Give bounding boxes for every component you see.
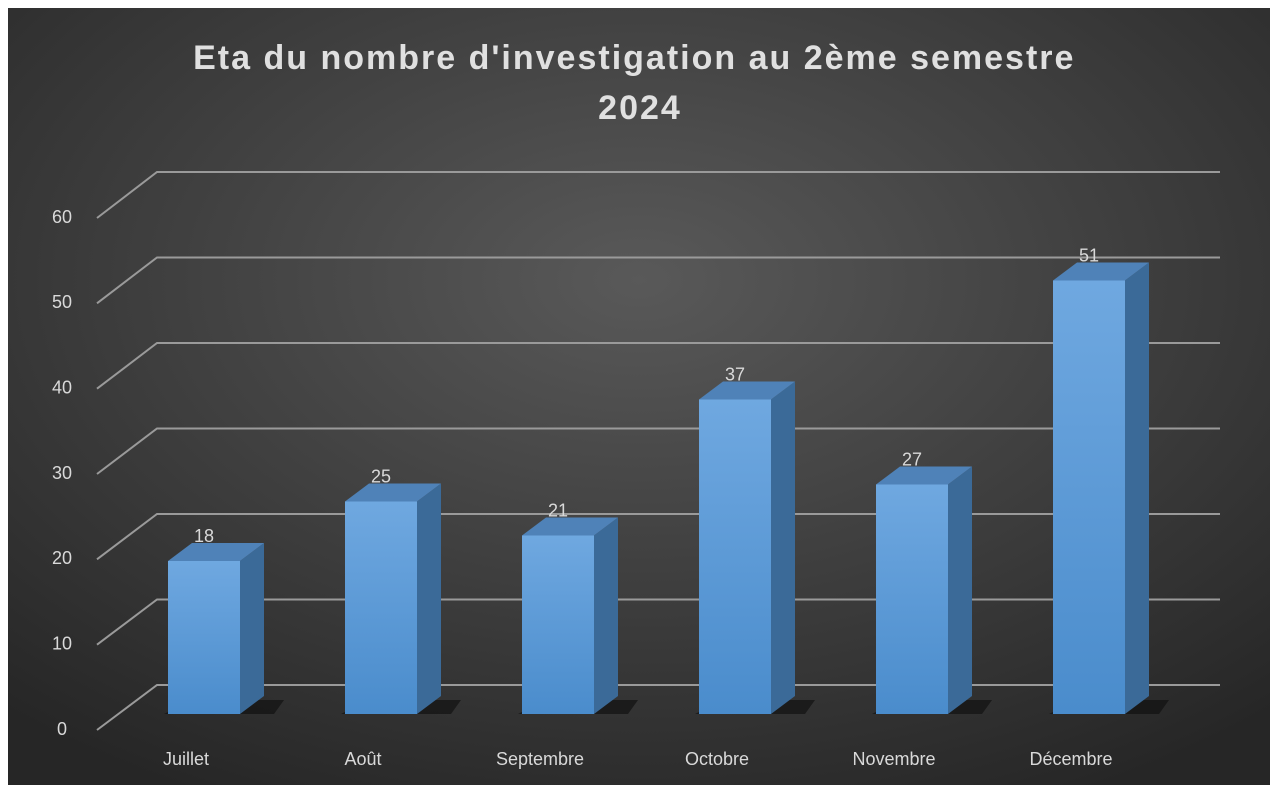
bar-side (1125, 262, 1149, 714)
y-tick-label: 10 (52, 633, 72, 653)
x-tick-label: Décembre (1029, 749, 1112, 769)
data-label: 25 (371, 466, 391, 486)
x-tick-label: Novembre (852, 749, 935, 769)
x-tick-label: Août (344, 749, 381, 769)
bar (164, 543, 284, 714)
y-tick-label: 0 (57, 719, 67, 739)
y-tick-label: 30 (52, 463, 72, 483)
data-label: 37 (725, 364, 745, 384)
bar (1049, 262, 1169, 714)
bar-side (771, 381, 795, 714)
grid-line (96, 256, 1220, 305)
bar-side (594, 517, 618, 714)
data-label: 21 (548, 500, 568, 520)
y-tick-label: 60 (52, 207, 72, 227)
grid-line (96, 342, 1220, 390)
bar-front (876, 484, 948, 714)
data-label: 18 (194, 526, 214, 546)
bar-front (345, 501, 417, 714)
grid-line (96, 598, 1220, 646)
bar-front (699, 399, 771, 714)
chart-title: Eta du nombre d'investigation au 2ème se… (193, 39, 1087, 127)
grid-line (96, 684, 1220, 731)
bar-front (1053, 280, 1125, 714)
bar-side (948, 466, 972, 714)
bar-front (168, 561, 240, 714)
y-tick-label: 50 (52, 292, 72, 312)
grid-line (96, 171, 1220, 219)
bar (341, 483, 461, 714)
grid-line (96, 427, 1220, 475)
bar (695, 381, 815, 714)
bar-side (240, 543, 264, 714)
bar (518, 517, 638, 714)
bar-front (522, 535, 594, 714)
data-label: 27 (902, 449, 922, 469)
bar-top (522, 517, 618, 536)
x-tick-label: Juillet (163, 749, 209, 769)
x-tick-label: Septembre (496, 749, 584, 769)
grid-line (96, 513, 1220, 561)
bar-top (345, 483, 441, 502)
data-label: 51 (1079, 245, 1099, 265)
x-tick-label: Octobre (685, 749, 749, 769)
bar-top (168, 543, 264, 561)
bar-top (1053, 262, 1149, 281)
bar-top (876, 466, 972, 485)
bar-side (417, 483, 441, 714)
y-tick-label: 20 (52, 548, 72, 568)
y-tick-label: 40 (52, 377, 72, 397)
bar-top (699, 381, 795, 400)
bar (872, 466, 992, 714)
